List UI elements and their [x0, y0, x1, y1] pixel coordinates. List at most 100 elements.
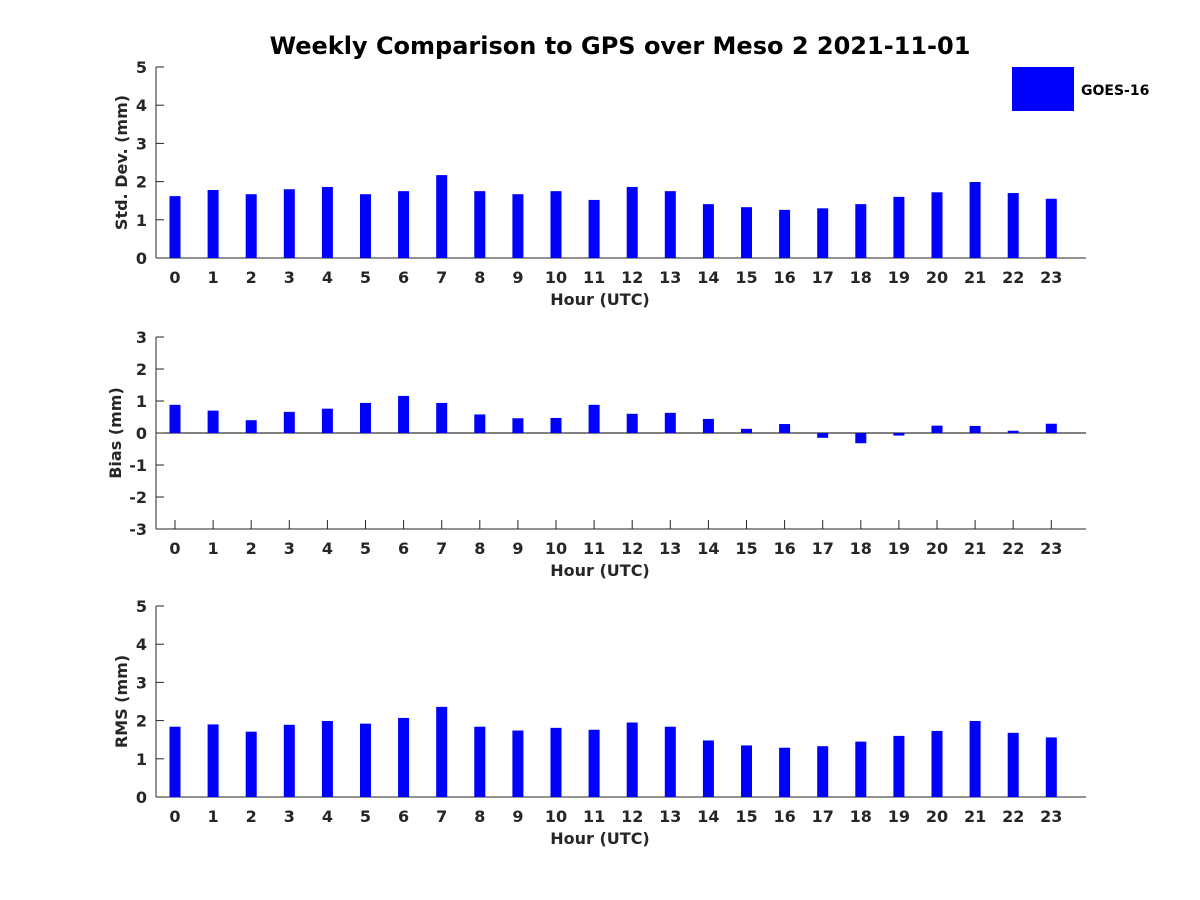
y-tick-label: 3 — [136, 134, 147, 153]
x-tick-label: 1 — [208, 268, 219, 287]
y-tick-label: 3 — [136, 673, 147, 692]
bar-hour-19 — [893, 196, 905, 258]
x-tick-label: 21 — [964, 807, 986, 826]
bar-hour-1 — [207, 410, 219, 433]
bar-hour-20 — [931, 425, 943, 433]
bar-hour-7 — [436, 706, 448, 797]
legend-swatch — [1012, 67, 1074, 111]
x-tick-label: 13 — [659, 807, 681, 826]
bar-hour-3 — [283, 189, 295, 258]
bar-hour-17 — [817, 208, 829, 258]
x-tick-label: 17 — [812, 807, 834, 826]
bar-hour-12 — [626, 722, 638, 797]
bar-hour-12 — [626, 413, 638, 433]
x-tick-label: 7 — [436, 539, 447, 558]
y-axis-label: RMS (mm) — [112, 655, 131, 748]
x-tick-label: 11 — [583, 807, 605, 826]
x-tick-label: 15 — [735, 539, 757, 558]
bar-hour-20 — [931, 192, 943, 258]
bar-hour-13 — [664, 412, 676, 433]
x-tick-label: 13 — [659, 268, 681, 287]
bar-hour-23 — [1045, 423, 1057, 433]
y-tick-label: 1 — [136, 750, 147, 769]
bar-hour-11 — [588, 199, 600, 258]
x-tick-label: 6 — [398, 807, 409, 826]
y-axis-label: Std. Dev. (mm) — [112, 95, 131, 230]
bar-hour-18 — [855, 204, 867, 258]
bar-hour-4 — [321, 408, 333, 433]
x-tick-label: 19 — [888, 539, 910, 558]
bar-hour-11 — [588, 404, 600, 433]
y-tick-label: -2 — [129, 488, 147, 507]
x-tick-label: 23 — [1040, 807, 1062, 826]
y-tick-label: 1 — [136, 392, 147, 411]
x-tick-label: 18 — [850, 268, 872, 287]
bar-hour-11 — [588, 729, 600, 797]
bar-hour-18 — [855, 433, 867, 444]
bar-hour-9 — [512, 730, 524, 797]
x-tick-label: 18 — [850, 807, 872, 826]
x-axis-label: Hour (UTC) — [550, 290, 650, 309]
x-tick-label: 3 — [284, 268, 295, 287]
bar-hour-0 — [169, 726, 181, 797]
bar-hour-9 — [512, 194, 524, 258]
bar-hour-13 — [664, 726, 676, 797]
bar-hour-21 — [969, 720, 981, 797]
x-tick-label: 18 — [850, 539, 872, 558]
x-tick-label: 12 — [621, 807, 643, 826]
x-tick-label: 8 — [474, 539, 485, 558]
bar-hour-10 — [550, 191, 562, 258]
bar-hour-1 — [207, 190, 219, 258]
x-tick-label: 10 — [545, 539, 567, 558]
bar-hour-12 — [626, 186, 638, 258]
y-tick-label: 4 — [136, 96, 147, 115]
x-tick-label: 4 — [322, 268, 333, 287]
bar-hour-20 — [931, 730, 943, 797]
bar-hour-22 — [1007, 732, 1019, 797]
bar-hour-0 — [169, 196, 181, 258]
x-tick-label: 15 — [735, 268, 757, 287]
x-tick-label: 14 — [697, 268, 719, 287]
x-tick-label: 14 — [697, 807, 719, 826]
bar-hour-22 — [1007, 193, 1019, 258]
bar-hour-2 — [245, 194, 257, 258]
x-tick-label: 4 — [322, 539, 333, 558]
bar-hour-15 — [741, 207, 752, 258]
x-tick-label: 8 — [474, 807, 485, 826]
bar-hour-23 — [1045, 198, 1057, 258]
x-tick-label: 20 — [926, 268, 948, 287]
y-axis-label: Bias (mm) — [106, 387, 125, 479]
y-tick-label: 1 — [136, 211, 147, 230]
bar-hour-15 — [741, 745, 752, 797]
bar-hour-5 — [360, 194, 371, 258]
bar-hour-22 — [1007, 430, 1019, 433]
x-tick-label: 2 — [246, 807, 257, 826]
x-tick-label: 8 — [474, 268, 485, 287]
bar-hour-9 — [512, 418, 524, 433]
x-tick-label: 1 — [208, 539, 219, 558]
bar-hour-6 — [398, 191, 410, 258]
bar-hour-1 — [207, 724, 219, 797]
x-tick-label: 16 — [773, 268, 795, 287]
x-tick-label: 5 — [360, 268, 371, 287]
bar-hour-4 — [321, 720, 333, 797]
x-tick-label: 19 — [888, 807, 910, 826]
bar-hour-19 — [893, 735, 905, 797]
y-tick-label: 0 — [136, 788, 147, 807]
x-tick-label: 17 — [812, 268, 834, 287]
y-tick-label: 4 — [136, 635, 147, 654]
bar-hour-16 — [779, 424, 791, 433]
x-tick-label: 23 — [1040, 539, 1062, 558]
x-tick-label: 9 — [512, 539, 523, 558]
bar-hour-10 — [550, 727, 562, 797]
x-tick-label: 4 — [322, 807, 333, 826]
x-tick-label: 5 — [360, 539, 371, 558]
chart-title: Weekly Comparison to GPS over Meso 2 202… — [270, 32, 971, 60]
bar-hour-13 — [664, 191, 676, 258]
bar-hour-7 — [436, 402, 448, 433]
bar-hour-6 — [398, 395, 410, 433]
bar-hour-14 — [702, 740, 714, 797]
